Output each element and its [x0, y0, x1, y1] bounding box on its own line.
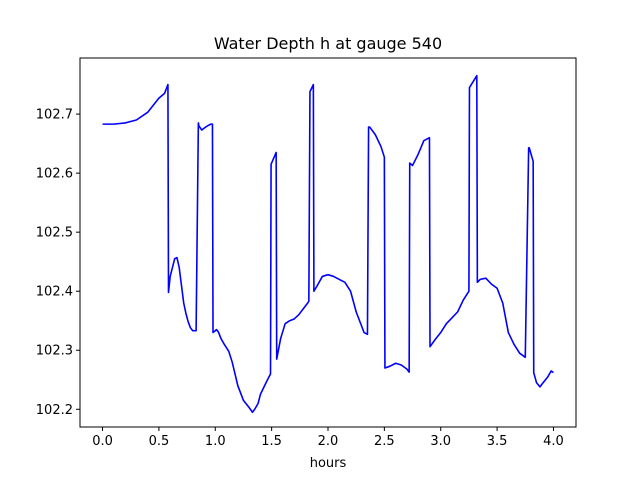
x-axis-ticks: 0.0 0.5 1.0 1.5 2.0 2.5 3.0 3.5 4.0 [92, 427, 564, 449]
x-tick-label: 0.0 [92, 434, 113, 449]
x-tick-label: 3.0 [430, 434, 451, 449]
plot-area [102, 74, 554, 414]
y-tick-label: 102.5 [36, 226, 73, 241]
x-tick-label: 1.0 [205, 434, 226, 449]
chart-title: Water Depth h at gauge 540 [214, 34, 442, 53]
x-tick-label: 2.0 [318, 434, 339, 449]
x-axis-label: hours [310, 456, 347, 471]
series-line-0 [102, 74, 554, 414]
x-tick-label: 4.0 [543, 434, 564, 449]
x-tick-label: 3.5 [487, 434, 508, 449]
y-axis-ticks: 102.2 102.3 102.4 102.5 102.6 102.7 [36, 108, 80, 418]
y-tick-label: 102.3 [36, 344, 73, 359]
axes-frame [79, 57, 577, 428]
y-tick-label: 102.2 [36, 403, 73, 418]
x-tick-label: 2.5 [374, 434, 395, 449]
x-tick-label: 1.5 [261, 434, 282, 449]
x-tick-label: 0.5 [149, 434, 170, 449]
y-tick-label: 102.4 [36, 285, 73, 300]
y-tick-label: 102.6 [36, 167, 73, 182]
y-tick-label: 102.7 [36, 108, 73, 123]
